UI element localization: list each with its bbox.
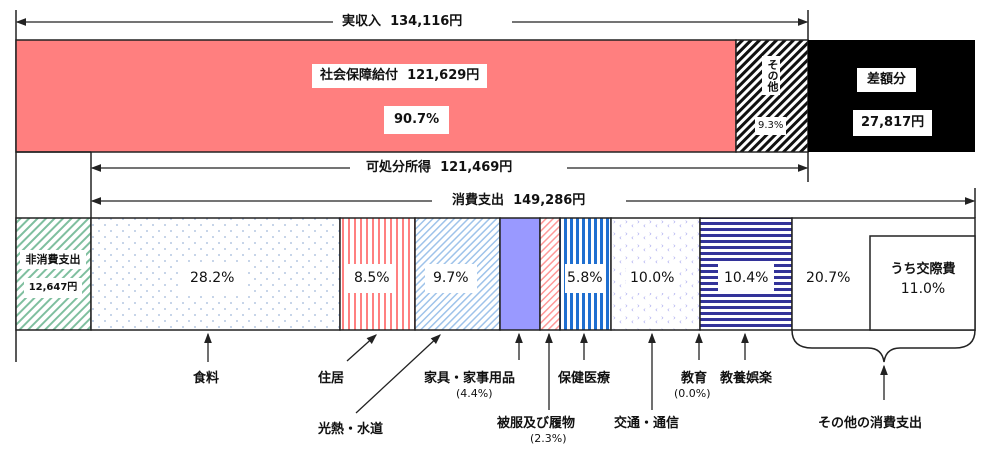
total-income-title: 実収入 [342,14,382,29]
disposable-income-title: 可処分所得 [366,160,432,175]
caption-education: 教育 [681,371,708,386]
total-income-value: 134,116円 [390,14,463,29]
non-consumption-label: 非消費支出 [20,250,86,270]
caption-medical: 保健医療 [558,371,611,386]
total-income-label: 実収入 134,116円 [342,14,463,29]
medical-pct: 5.8% [565,264,605,293]
caption-food: 食料 [193,371,220,386]
utilities-pct: 9.7% [425,264,477,293]
disposable-income-label: 可処分所得 121,469円 [366,160,513,175]
transport-pct: 10.0% [626,264,679,293]
consumption-label: 消費支出 149,286円 [452,193,586,208]
deficit-label: 差額分 [857,68,917,92]
education-pct: (0.0%) [674,387,711,400]
consumption-title: 消費支出 [452,193,505,208]
social-expense-label: うち交際費 [882,262,964,278]
housing-pct: 8.5% [348,264,396,293]
food-pct: 28.2% [180,264,245,293]
deficit-value: 27,817円 [853,110,933,136]
social-security-label: 社会保障給付 121,629円 [312,64,488,88]
caption-utilities: 光熱・水道 [318,422,384,437]
caption-housing: 住居 [318,371,345,386]
caption-other-consumption: その他の消費支出 [818,416,923,431]
disposable-income-value: 121,469円 [440,160,513,175]
clothing-pct: (2.3%) [530,432,567,445]
consumption-value: 149,286円 [513,193,586,208]
social-security-pct: 90.7% [384,106,450,134]
furniture-pct: (4.4%) [456,387,493,400]
caption-transport: 交通・通信 [614,416,680,431]
non-consumption-value: 12,647円 [24,278,82,298]
other-consumption-pct: 20.7% [806,270,851,287]
caption-clothing: 被服及び履物 [497,416,576,431]
other-income-label: その他 [762,56,780,95]
caption-culture: 教養娯楽 [720,371,773,386]
caption-furniture: 家具・家事用品 [424,371,516,386]
other-income-pct: 9.3% [755,117,787,135]
social-expense-pct: 11.0% [882,281,964,298]
social-security-title: 社会保障給付 [320,68,399,83]
culture-pct: 10.4% [718,264,775,293]
social-security-value: 121,629円 [407,68,480,83]
